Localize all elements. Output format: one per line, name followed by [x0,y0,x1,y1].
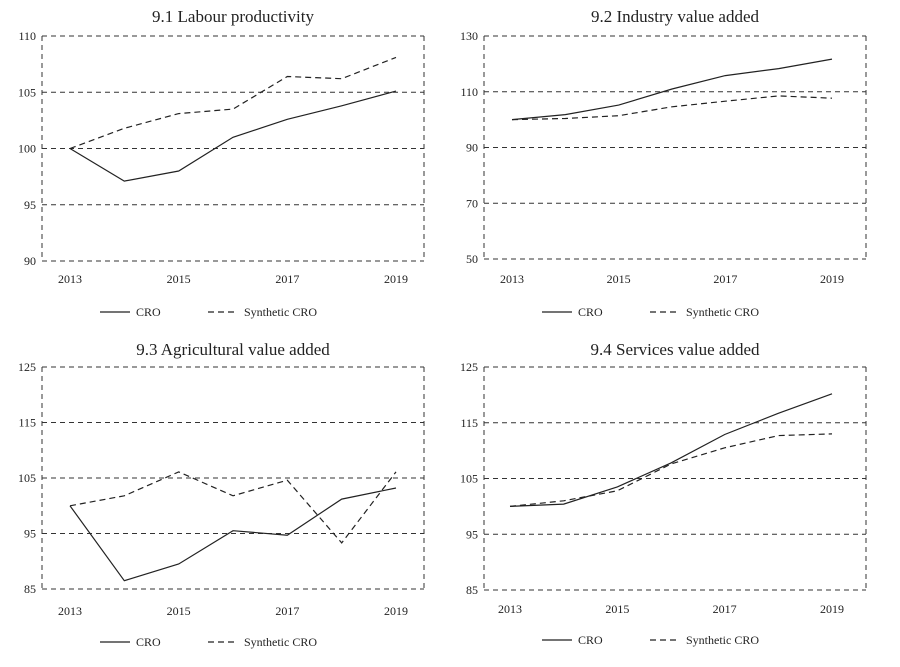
series-line-cro [511,58,833,121]
y-tick-label: 100 [18,142,36,156]
y-tick-label: 85 [24,582,36,596]
y-tick-label: 125 [18,360,36,374]
legend-label: Synthetic CRO [244,635,317,649]
chart-title: 9.1 Labour productivity [152,7,314,26]
y-tick-label: 115 [18,416,36,430]
x-tick-label: 2017 [275,604,299,618]
x-tick-label: 2017 [275,272,299,286]
chart-panel-4: 9.4 Services value added 125 115 105 95 85 201… [460,340,867,647]
y-tick-label: 105 [460,472,478,486]
legend-label: CRO [136,635,161,649]
legend-label: CRO [578,305,603,319]
series-line-cro [509,393,833,507]
chart-legend: CRO Synthetic CRO [542,633,759,647]
y-tick-label: 70 [466,196,478,210]
legend-label: Synthetic CRO [686,305,759,319]
y-tick-label: 125 [460,360,478,374]
series-line-synthetic-cro [69,471,397,544]
series-line-cro [69,487,397,582]
legend-label: Synthetic CRO [244,305,317,319]
chart-title: 9.4 Services value added [591,340,760,359]
x-tick-label: 2019 [384,604,408,618]
chart-title: 9.3 Agricultural value added [136,340,330,359]
series-line-synthetic-cro [69,56,397,150]
y-tick-label: 50 [466,252,478,266]
y-tick-label: 115 [460,416,478,430]
chart-panel-3: 9.3 Agricultural value added 125 115 105 95 8… [18,340,425,649]
series-line-synthetic-cro [511,95,833,121]
x-tick-label: 2013 [58,272,82,286]
y-tick-label: 95 [24,527,36,541]
chart-panel-2: 9.2 Industry value added 130 110 90 70 50 2013… [460,7,867,319]
chart-legend: CRO Synthetic CRO [100,305,317,319]
x-tick-label: 2017 [713,272,737,286]
y-tick-label: 95 [24,198,36,212]
x-tick-label: 2015 [167,272,191,286]
y-tick-label: 130 [460,29,478,43]
y-tick-label: 110 [18,29,36,43]
y-tick-label: 105 [18,471,36,485]
x-tick-label: 2019 [820,602,844,616]
x-tick-label: 2013 [500,272,524,286]
y-tick-label: 90 [24,254,36,268]
y-tick-label: 105 [18,85,36,99]
x-tick-label: 2015 [605,602,629,616]
x-tick-label: 2019 [820,272,844,286]
legend-label: CRO [136,305,161,319]
series-line-cro [69,90,397,182]
x-tick-label: 2013 [498,602,522,616]
y-tick-label: 110 [460,85,478,99]
legend-label: Synthetic CRO [686,633,759,647]
y-tick-label: 85 [466,583,478,597]
series-line-synthetic-cro [509,433,833,507]
legend-label: CRO [578,633,603,647]
x-tick-label: 2015 [607,272,631,286]
x-tick-label: 2013 [58,604,82,618]
y-tick-label: 90 [466,141,478,155]
chart-title: 9.2 Industry value added [591,7,760,26]
chart-panel-1: 9.1 Labour productivity 110 105 100 95 90 2013… [18,7,425,319]
x-tick-label: 2017 [713,602,737,616]
x-tick-label: 2015 [167,604,191,618]
chart-legend: CRO Synthetic CRO [542,305,759,319]
x-tick-label: 2019 [384,272,408,286]
chart-legend: CRO Synthetic CRO [100,635,317,649]
y-tick-label: 95 [466,527,478,541]
